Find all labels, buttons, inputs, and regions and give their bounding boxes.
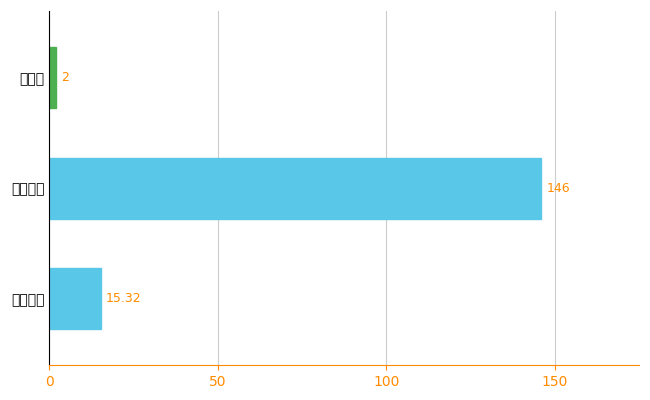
Text: 146: 146 xyxy=(546,182,570,195)
Bar xyxy=(49,158,541,218)
Bar xyxy=(49,47,56,108)
Text: 2: 2 xyxy=(61,71,69,84)
Text: 15.32: 15.32 xyxy=(106,292,142,305)
Bar xyxy=(49,268,101,329)
